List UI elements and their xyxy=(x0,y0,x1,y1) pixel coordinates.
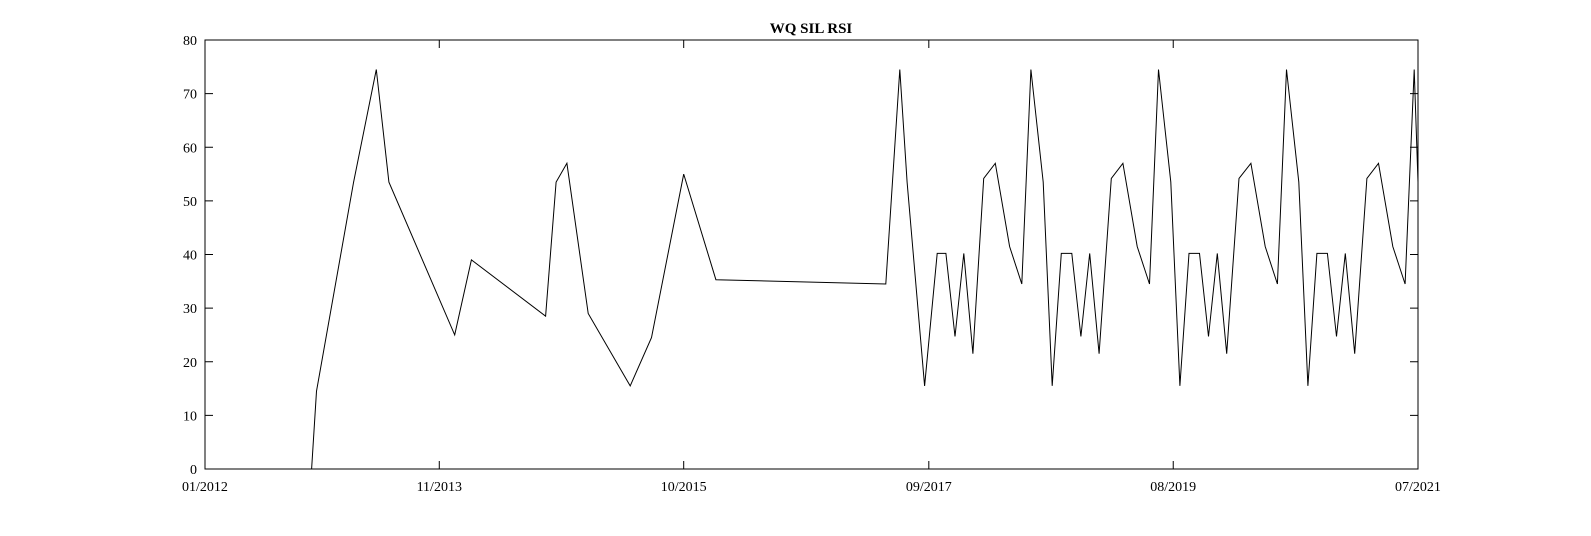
y-tick-label: 20 xyxy=(183,356,197,371)
y-tick-label: 50 xyxy=(183,195,197,210)
y-tick-label: 80 xyxy=(183,34,197,49)
y-tick-label: 60 xyxy=(183,141,197,156)
x-tick-label: 09/2017 xyxy=(906,480,952,495)
y-tick-label: 40 xyxy=(183,249,197,264)
x-tick-label: 07/2021 xyxy=(1395,480,1441,495)
x-tick-label: 10/2015 xyxy=(661,480,707,495)
series-line xyxy=(205,69,1419,470)
y-axis: 0 10 20 30 40 50 60 70 80 xyxy=(183,34,1418,478)
x-tick-label: 11/2013 xyxy=(417,480,462,495)
plot-area-frame xyxy=(204,39,1419,470)
x-tick-label: 08/2019 xyxy=(1150,480,1196,495)
x-tick-label: 01/2012 xyxy=(182,480,228,495)
y-tick-label: 30 xyxy=(183,302,197,317)
y-tick-label: 0 xyxy=(190,463,197,478)
chart-title: WQ SIL RSI xyxy=(770,21,853,37)
y-tick-label: 10 xyxy=(183,409,197,424)
x-axis: 01/2012 11/2013 10/2015 09/2017 08/2019 07/20… xyxy=(182,40,1441,495)
y-tick-label: 70 xyxy=(183,88,197,103)
